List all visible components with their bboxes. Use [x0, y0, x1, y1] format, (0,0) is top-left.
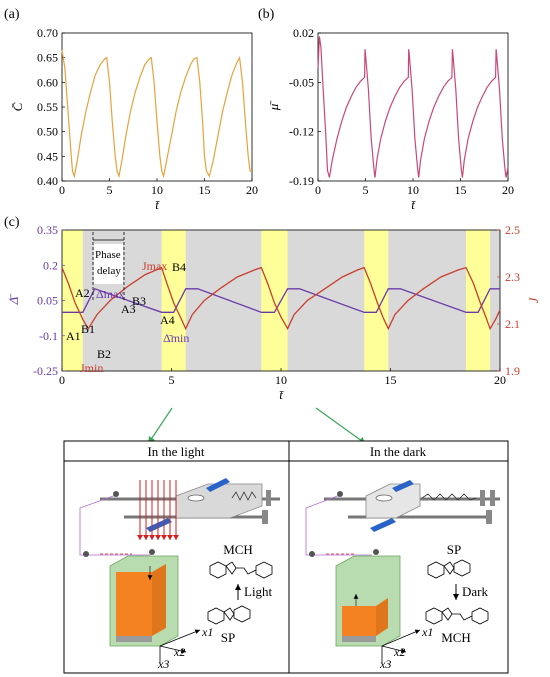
y-tick-label: 0.55: [37, 100, 58, 114]
phase-delay-box: [94, 244, 123, 284]
dark-arrow-label: Dark: [462, 584, 488, 599]
label-B1: B1: [81, 322, 95, 336]
y-left-tick-label: 0.35: [37, 223, 58, 237]
y-tick-label: 0.65: [37, 51, 58, 65]
y-tick-label: -0.05: [289, 75, 314, 89]
y-axis-label: C̄: [10, 102, 25, 111]
sp-molecule-light: [207, 605, 251, 625]
y-axis-label: μ̄: [266, 100, 281, 112]
y-tick-label: 0.02: [293, 26, 314, 40]
mch-molecule-dark: [425, 607, 489, 625]
panel-b-label: (b): [258, 7, 275, 22]
x-axis-label: t̄: [155, 197, 160, 212]
dark-panel-title: In the dark: [370, 444, 427, 459]
light-molecule-top: MCH: [223, 542, 253, 557]
label-A2: A2: [75, 286, 90, 300]
label-A1: A1: [66, 329, 81, 343]
label-B2: B2: [97, 347, 111, 361]
schematic: In the light In the dark: [63, 440, 509, 674]
y-right-axis-label: J: [526, 296, 541, 303]
label-B4: B4: [172, 260, 186, 274]
light-molecule-bottom: SP: [221, 630, 235, 645]
y-left-tick-label: -0.1: [39, 329, 58, 343]
y-left-tick-label: -0.25: [33, 364, 58, 378]
x-tick-label: 0: [315, 183, 321, 197]
phase-delay-text-1: Phase: [95, 249, 121, 261]
label-J-max: Jmax: [142, 259, 167, 273]
y-left-axis-label: Δ̄: [6, 293, 21, 306]
y-tick-label: 0.45: [37, 149, 58, 163]
arrow-to-light-panel: [147, 407, 173, 445]
series-line: [317, 36, 509, 178]
dark-molecule-top: SP: [447, 542, 461, 557]
x-tick-label: 20: [494, 373, 506, 387]
arrow-to-dark-panel: [315, 407, 367, 445]
light-band: [161, 230, 186, 371]
series-delta-line: [62, 287, 500, 313]
series-J-line: [61, 266, 501, 331]
y-tick-label: 0.50: [37, 125, 58, 139]
dark-axis-x1: x1: [421, 625, 433, 639]
panel-c-label: (c): [4, 215, 20, 230]
x-tick-label: 5: [169, 373, 175, 387]
x-tick-label: 20: [246, 183, 258, 197]
x-tick-label: 10: [407, 183, 419, 197]
phase-delay-text-2: delay: [97, 265, 121, 277]
light-panel-title: In the light: [147, 444, 204, 459]
x-tick-label: 0: [59, 373, 65, 387]
dark-axis-x3: x3: [379, 657, 391, 671]
dark-apparatus: x1 x2 x3 SP Dark MCH: [305, 480, 500, 671]
panel-a-label: (a): [4, 7, 20, 22]
light-apparatus: x1 x2 x3 MCH Light SP: [79, 478, 280, 671]
x-tick-label: 10: [151, 183, 163, 197]
mch-molecule-light: [209, 561, 273, 579]
light-band: [261, 230, 288, 371]
y-right-tick-label: 1.9: [505, 364, 520, 378]
x-tick-label: 5: [363, 183, 369, 197]
x-axis-label: t̄: [279, 387, 284, 402]
label-J-min: Jmin: [80, 361, 103, 375]
x-tick-label: 5: [107, 183, 113, 197]
dark-axis-x2: x2: [393, 645, 405, 659]
y-left-tick-label: 0.2: [43, 258, 58, 272]
label-B3: B3: [132, 294, 146, 308]
light-axis-x1: x1: [201, 625, 213, 639]
y-tick-label: 0.40: [37, 174, 58, 188]
x-tick-label: 10: [275, 373, 287, 387]
sp-molecule-dark: [427, 559, 471, 579]
label-A3: A3: [121, 302, 136, 316]
x-axis-label: t̄: [411, 197, 416, 212]
light-axis-x3: x3: [157, 657, 169, 671]
y-tick-label: -0.12: [289, 125, 314, 139]
x-tick-label: 15: [385, 373, 397, 387]
y-tick-label: 0.60: [37, 75, 58, 89]
series-line: [61, 50, 252, 179]
dark-molecule-bottom: MCH: [441, 630, 471, 645]
label-delta-min: Δ̄min: [163, 331, 189, 345]
x-tick-label: 15: [199, 183, 211, 197]
x-tick-label: 20: [502, 183, 514, 197]
y-right-tick-label: 2.3: [505, 270, 520, 284]
y-left-tick-label: 0.05: [37, 294, 58, 308]
light-axis-x2: x2: [173, 645, 185, 659]
y-tick-label: -0.19: [289, 174, 314, 188]
chart-a: 0 5 10 15 20 0.40 0.45 0.50 0.55 0.60 0.65 0.70 t̄ C̄: [10, 26, 258, 212]
light-band: [62, 230, 83, 371]
y-tick-label: 0.70: [37, 26, 58, 40]
light-arrow-label: Light: [244, 584, 273, 599]
light-band: [466, 230, 491, 371]
x-tick-label: 0: [59, 183, 65, 197]
chart-c: 0 5 10 15 20 0.35 0.2 0.05 -0.1 -0.25 2.5 2.3 2.1 1.9…: [6, 223, 541, 402]
label-A4: A4: [160, 313, 175, 327]
y-right-tick-label: 2.1: [505, 317, 520, 331]
y-right-tick-label: 2.5: [505, 223, 520, 237]
label-delta-max: Δ̄max: [96, 287, 124, 301]
chart-b: 0 5 10 15 20 0.02 -0.05 -0.12 -0.19 t̄ μ̄: [266, 26, 514, 212]
x-tick-label: 15: [455, 183, 467, 197]
